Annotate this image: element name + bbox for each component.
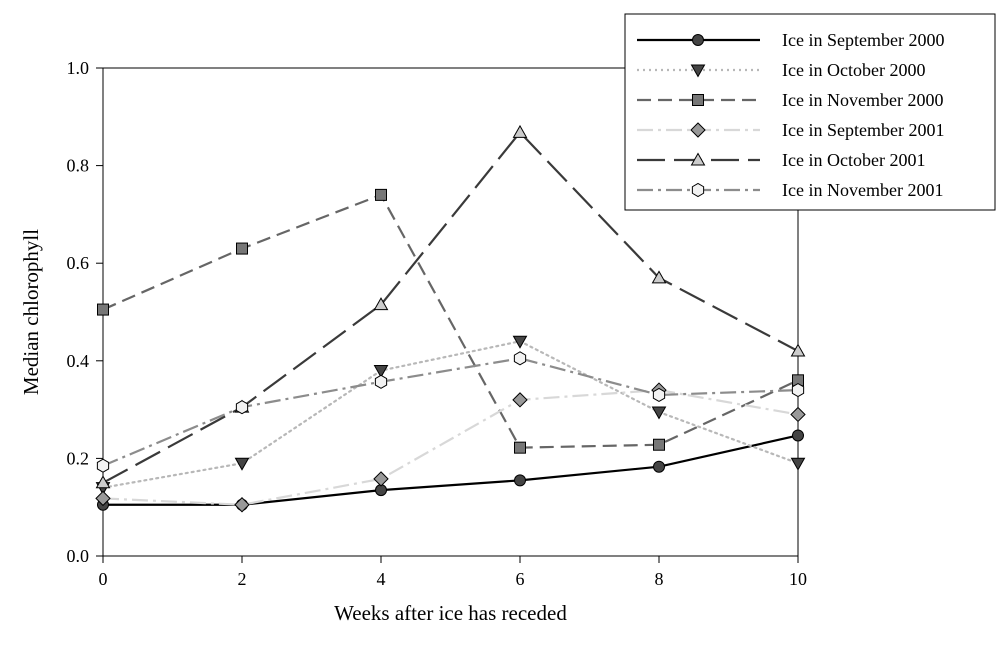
data-point (790, 406, 806, 423)
series-3 (97, 188, 804, 454)
x-axis: 0 2 4 6 8 10 (99, 556, 807, 589)
x-tick-label: 0 (99, 569, 108, 589)
y-tick-label: 0.6 (67, 253, 90, 273)
data-point (234, 497, 250, 513)
series-4 (95, 382, 806, 513)
y-tick-label: 1.0 (67, 58, 90, 78)
legend: Ice in September 2000 Ice in October 2000… (624, 13, 996, 211)
legend-marker (692, 34, 704, 46)
x-axis-title: Weeks after ice has receded (334, 601, 567, 625)
data-point (235, 400, 249, 415)
data-point (652, 387, 666, 403)
data-point (375, 188, 387, 201)
y-tick-label: 0.0 (67, 546, 90, 566)
series-line (102, 130, 799, 484)
data-point (373, 365, 389, 379)
data-point (373, 297, 389, 311)
series-6 (96, 351, 805, 473)
legend-marker (692, 94, 704, 106)
legend-box (624, 13, 996, 211)
data-point (236, 242, 248, 255)
legend-label: Ice in September 2000 (782, 30, 944, 50)
y-axis: 0.0 0.2 0.4 0.6 0.8 1.0 (67, 58, 103, 566)
data-point (96, 458, 110, 473)
series-line (102, 388, 799, 506)
series-line (102, 193, 799, 449)
legend-marker (690, 122, 706, 138)
legend-label: Ice in October 2000 (782, 60, 925, 80)
data-point (512, 392, 528, 408)
y-tick-label: 0.4 (67, 351, 90, 371)
x-tick-label: 4 (377, 569, 386, 589)
data-point (792, 429, 804, 442)
data-point (651, 270, 667, 284)
data-point (97, 303, 109, 316)
data-point (512, 335, 528, 349)
y-axis-title: Median chlorophyll (19, 229, 43, 395)
y-tick-label: 0.2 (67, 448, 90, 468)
legend-marker (690, 152, 706, 166)
data-point (791, 383, 805, 398)
legend-label: Ice in October 2001 (782, 150, 925, 170)
data-point (790, 457, 806, 471)
data-point (374, 374, 388, 389)
data-point (373, 471, 389, 487)
data-point (234, 457, 250, 471)
data-point (514, 474, 526, 487)
data-point (95, 475, 111, 489)
series-5 (95, 124, 806, 489)
data-point (513, 351, 527, 366)
legend-marker (690, 64, 706, 78)
x-tick-label: 2 (238, 569, 247, 589)
data-point (514, 441, 526, 454)
data-point (512, 124, 528, 138)
data-point (653, 438, 665, 451)
data-point (790, 343, 806, 357)
y-tick-label: 0.8 (67, 156, 90, 176)
x-tick-label: 6 (516, 569, 525, 589)
data-point (95, 490, 111, 507)
data-point (651, 406, 667, 420)
series-layer (95, 124, 806, 513)
legend-marker (691, 182, 705, 198)
legend-label: Ice in September 2001 (782, 120, 944, 140)
x-tick-label: 10 (789, 569, 807, 589)
legend-label: Ice in November 2001 (782, 180, 943, 200)
data-point (653, 460, 665, 473)
x-tick-label: 8 (655, 569, 664, 589)
series-2 (95, 335, 806, 496)
series-line (103, 434, 799, 506)
series-line (102, 357, 799, 467)
legend-label: Ice in November 2000 (782, 90, 943, 110)
series-line (101, 340, 800, 489)
